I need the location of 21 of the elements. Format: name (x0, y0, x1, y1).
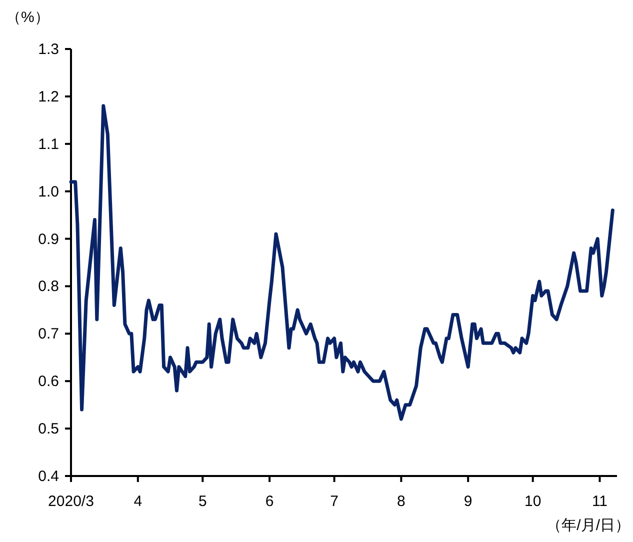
y-tick-label: 0.5 (38, 420, 59, 438)
y-tick-label: 0.8 (38, 278, 59, 296)
y-tick-label: 1.1 (38, 136, 59, 153)
y-axis-title: （%） (6, 9, 50, 26)
y-tick-label: 1.2 (38, 88, 59, 106)
y-tick-label: 0.7 (38, 326, 59, 343)
x-tick-label: 4 (134, 493, 142, 510)
x-tick-label: 7 (330, 493, 338, 510)
x-axis-title: （年/月/日） (546, 517, 630, 534)
x-tick-label: 2020/3 (48, 493, 94, 510)
x-tick-label: 10 (524, 493, 542, 510)
x-tick-label: 6 (265, 493, 274, 510)
x-tick-label: 8 (397, 493, 406, 510)
x-tick-label: 11 (592, 493, 608, 510)
y-tick-label: 1.0 (38, 183, 59, 200)
y-tick-label: 0.6 (38, 373, 59, 390)
y-tick-label: 0.4 (38, 468, 59, 485)
x-tick-label: 5 (198, 493, 207, 510)
x-tick-label: 9 (464, 493, 472, 510)
y-tick-label: 1.3 (38, 41, 59, 58)
y-tick-label: 0.9 (38, 230, 59, 248)
